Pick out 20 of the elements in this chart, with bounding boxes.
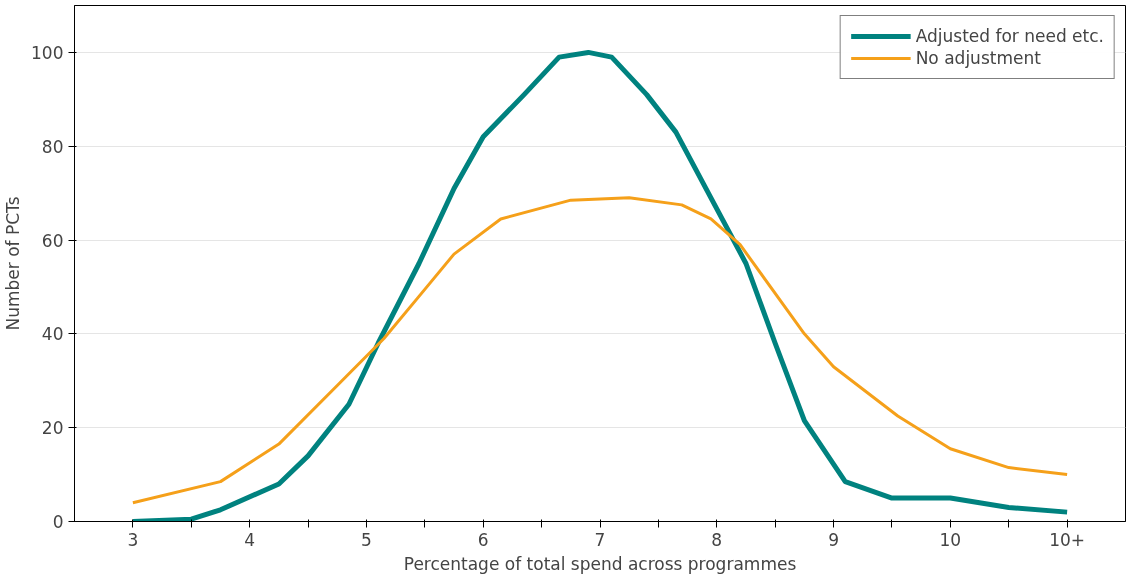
x-tick-label: 6 bbox=[477, 529, 489, 550]
x-tick-label: 3 bbox=[127, 529, 139, 550]
legend-label: No adjustment bbox=[915, 48, 1041, 68]
y-tick-label: 0 bbox=[52, 512, 64, 532]
y-tick-label: 20 bbox=[41, 418, 64, 439]
x-tick-label: 10 bbox=[939, 529, 962, 550]
x-tick-label: 9 bbox=[828, 529, 839, 550]
x-tick-label: 8 bbox=[711, 529, 723, 550]
line-series bbox=[131, 196, 1069, 505]
x-tick-label: 10+ bbox=[1049, 529, 1086, 550]
x-tick-label: 4 bbox=[244, 529, 256, 550]
y-tick-label: 80 bbox=[41, 136, 64, 157]
y-axis-title: Number of PCTs bbox=[3, 196, 24, 331]
y-tick-label: 60 bbox=[41, 230, 64, 251]
y-tick-label: 40 bbox=[41, 324, 64, 345]
y-tick-label: 100 bbox=[31, 42, 64, 63]
x-tick-label: 7 bbox=[594, 529, 606, 550]
x-tick-label: 5 bbox=[361, 529, 372, 550]
x-axis-title: Percentage of total spend across programmes bbox=[403, 553, 797, 574]
legend-label: Adjusted for need etc. bbox=[915, 26, 1104, 46]
